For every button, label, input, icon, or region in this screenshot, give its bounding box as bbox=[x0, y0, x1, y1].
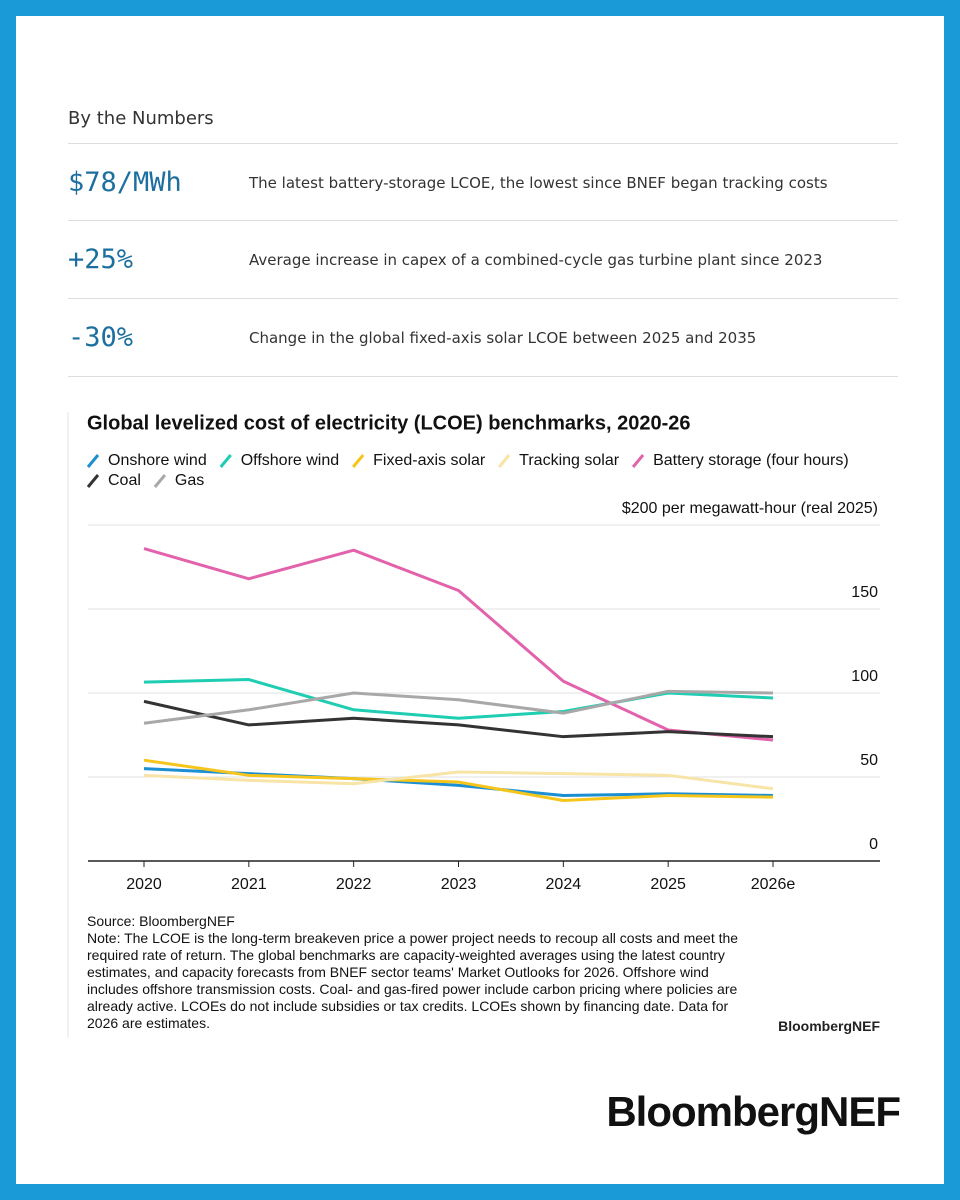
series-line bbox=[143, 770, 774, 791]
y-tick-label: 150 bbox=[851, 584, 878, 601]
x-tick-label: 2022 bbox=[336, 876, 372, 893]
legend-label: Gas bbox=[175, 472, 204, 489]
legend-label: Battery storage (four hours) bbox=[653, 452, 849, 469]
legend-swatch bbox=[498, 454, 511, 468]
legend-label: Offshore wind bbox=[241, 452, 339, 469]
card bbox=[16, 16, 944, 1184]
stat-value: $78/MWh bbox=[68, 167, 182, 198]
legend-label: Coal bbox=[108, 472, 141, 489]
series-line bbox=[143, 547, 774, 742]
notes: Source: BloombergNEF Note: The LCOE is th… bbox=[87, 913, 747, 1032]
chart-title: Global levelized cost of electricity (LC… bbox=[87, 412, 691, 434]
logo: BloombergNEF bbox=[606, 1088, 901, 1135]
series-line bbox=[143, 689, 774, 725]
x-tick-label: 2024 bbox=[546, 876, 582, 893]
x-tick-label: 2026e bbox=[751, 876, 796, 893]
series-line bbox=[143, 678, 774, 720]
y-tick-label: 100 bbox=[851, 668, 878, 685]
x-tick-label: 2023 bbox=[441, 876, 477, 893]
series-line bbox=[143, 758, 774, 803]
chart-credit: BloombergNEF bbox=[778, 1018, 880, 1034]
stat-value: +25% bbox=[68, 244, 134, 275]
legend-swatch bbox=[86, 454, 100, 468]
stat-text: The latest battery-storage LCOE, the low… bbox=[249, 173, 828, 192]
stat-text: Change in the global fixed-axis solar LC… bbox=[249, 328, 757, 347]
series-line bbox=[143, 699, 774, 739]
stat-value: -30% bbox=[68, 322, 134, 353]
legend-label: Fixed-axis solar bbox=[373, 452, 486, 469]
y-tick-label: 50 bbox=[860, 752, 878, 769]
legend-swatch bbox=[351, 454, 365, 468]
x-tick-label: 2020 bbox=[126, 876, 162, 893]
stat-text: Average increase in capex of a combined-… bbox=[249, 250, 823, 269]
series-line bbox=[143, 767, 774, 797]
y-tick-label: 0 bbox=[869, 836, 878, 853]
source: Source: BloombergNEF bbox=[87, 913, 235, 929]
stat-row: -30% Change in the global fixed-axis sola… bbox=[68, 298, 898, 377]
legend-swatch bbox=[631, 454, 645, 468]
legend-label: Tracking solar bbox=[519, 452, 620, 469]
stat-row: +25% Average increase in capex of a combi… bbox=[68, 220, 898, 298]
legend-swatch bbox=[219, 454, 232, 468]
legend-swatch bbox=[153, 474, 167, 488]
legend-swatch bbox=[86, 474, 100, 488]
x-tick-label: 2021 bbox=[231, 876, 267, 893]
legend-label: Onshore wind bbox=[108, 452, 207, 469]
heading: By the Numbers bbox=[68, 108, 214, 129]
y-tick-label: $200 per megawatt-hour (real 2025) bbox=[622, 500, 878, 517]
x-tick-label: 2025 bbox=[650, 876, 686, 893]
stat-row: $78/MWh The latest battery-storage LCOE, … bbox=[68, 143, 898, 221]
note: Note: The LCOE is the long-term breakeve… bbox=[87, 930, 739, 1031]
